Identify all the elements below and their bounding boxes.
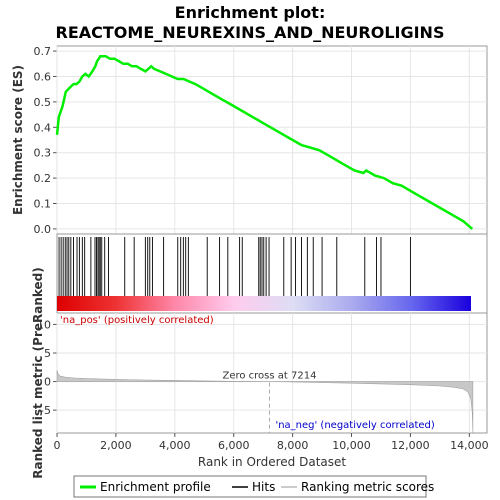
chart-title: Enrichment plot: <box>175 3 326 22</box>
enrichment-profile-line <box>55 54 474 230</box>
es-y-tick-label: 0.4 <box>34 121 52 134</box>
es-gridlines <box>56 46 470 234</box>
x-axis-ticks: 0 2,000 4,000 6,000 8,000 10,000 12,000 14,000 <box>54 433 489 452</box>
negative-correlation-label: 'na_neg' (negatively correlated) <box>275 420 434 431</box>
metric-plot-frame <box>56 312 488 434</box>
es-y-tick-label: 0.3 <box>34 147 52 160</box>
es-y-tick-label: 0.5 <box>34 96 52 109</box>
x-tick-label: 10,000 <box>332 439 371 452</box>
metric-y-tick-label: -5 <box>40 404 51 417</box>
metric-y-axis-label: Ranked list metric (PreRanked) <box>31 267 45 479</box>
es-y-tick-label: 0.7 <box>34 45 52 58</box>
legend-enrichment-label: Enrichment profile <box>100 480 211 494</box>
es-y-ticks: 0.0 0.1 0.2 0.3 0.4 0.5 0.6 0.7 <box>34 45 487 236</box>
ranking-metric-area <box>56 370 474 434</box>
legend-hits-label: Hits <box>252 480 275 494</box>
x-tick-label: 2,000 <box>100 439 132 452</box>
es-panel: 0.0 0.1 0.2 0.3 0.4 0.5 0.6 0.7 Enrichment scor… <box>11 45 488 236</box>
x-tick-label: 14,000 <box>450 439 489 452</box>
es-y-tick-label: 0.6 <box>34 70 52 83</box>
positive-correlation-label: 'na_pos' (positively correlated) <box>60 315 214 326</box>
zero-cross-label: Zero cross at 7214 <box>222 371 316 382</box>
es-y-tick-label: 0.1 <box>34 198 52 211</box>
es-y-tick-label: 0.0 <box>34 223 52 236</box>
chart-subtitle: REACTOME_NEUREXINS_AND_NEUROLIGINS <box>56 23 445 42</box>
metric-y-tick-label: 10 <box>37 318 51 331</box>
hits-panel <box>56 233 488 314</box>
rank-color-bar <box>57 296 471 311</box>
metric-y-tick-label: 0 <box>44 376 51 389</box>
x-axis-label: Rank in Ordered Dataset <box>198 455 346 469</box>
hit-lines <box>58 237 411 296</box>
x-tick-label: 0 <box>54 439 61 452</box>
es-plot-frame <box>56 45 488 235</box>
x-tick-label: 8,000 <box>277 439 309 452</box>
chart-legend: Enrichment profile Hits Ranking metric s… <box>73 475 434 498</box>
metric-y-tick-label: 5 <box>44 347 51 360</box>
legend-metric-label: Ranking metric scores <box>301 480 434 494</box>
x-tick-label: 6,000 <box>218 439 250 452</box>
legend-box <box>73 475 427 498</box>
metric-gridlines <box>56 313 470 433</box>
x-tick-label: 4,000 <box>159 439 191 452</box>
es-y-axis-label: Enrichment score (ES) <box>11 65 25 215</box>
es-y-tick-label: 0.2 <box>34 172 52 185</box>
x-tick-label: 12,000 <box>391 439 430 452</box>
